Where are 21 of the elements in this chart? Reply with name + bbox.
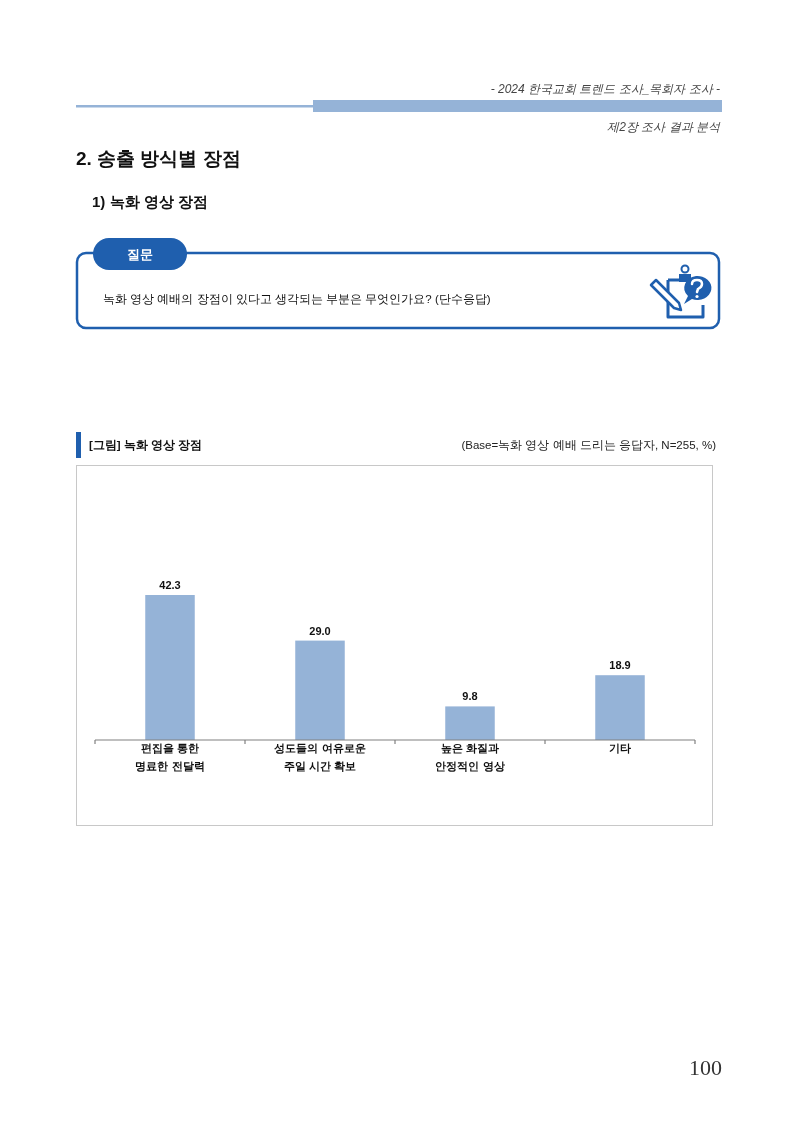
text: 1) 녹화 영상 장점 <box>92 193 208 210</box>
text: 제2장 조사 결과 분석 <box>607 120 721 134</box>
text: 질문 <box>127 247 153 262</box>
chart-subtitle: (Base=녹화 영상 예배 드리는 응답자, N=255, %) <box>461 439 717 451</box>
text: 녹화 영상 예배의 장점이 있다고 생각되는 부분은 무엇인가요? (단수응답) <box>103 293 491 305</box>
data-label: 9.8 <box>462 690 478 703</box>
x-tick-label: 높은 화질과 안정적인 영상 <box>435 742 505 772</box>
data-label: 18.9 <box>609 659 631 672</box>
text: - 2024 한국교회 트렌드 조사_목회자 조사 - <box>490 82 720 96</box>
data-label: 42.3 <box>159 579 181 591</box>
data-label: 29.0 <box>309 624 331 637</box>
bar <box>295 640 345 740</box>
bar <box>595 675 645 740</box>
bar <box>445 706 495 740</box>
x-tick-label: 기타 <box>609 742 631 754</box>
text: 100 <box>689 1055 722 1080</box>
x-tick-label: 성도들의 여유로운 주일 시간 확보 <box>274 742 366 772</box>
text: 2. 송출 방식별 장점 <box>76 148 241 169</box>
x-tick-label: 편집을 통한 명료한 전달력 <box>135 742 205 772</box>
bar <box>145 595 195 740</box>
chart-title: [그림] 녹화 영상 장점 <box>89 439 203 452</box>
